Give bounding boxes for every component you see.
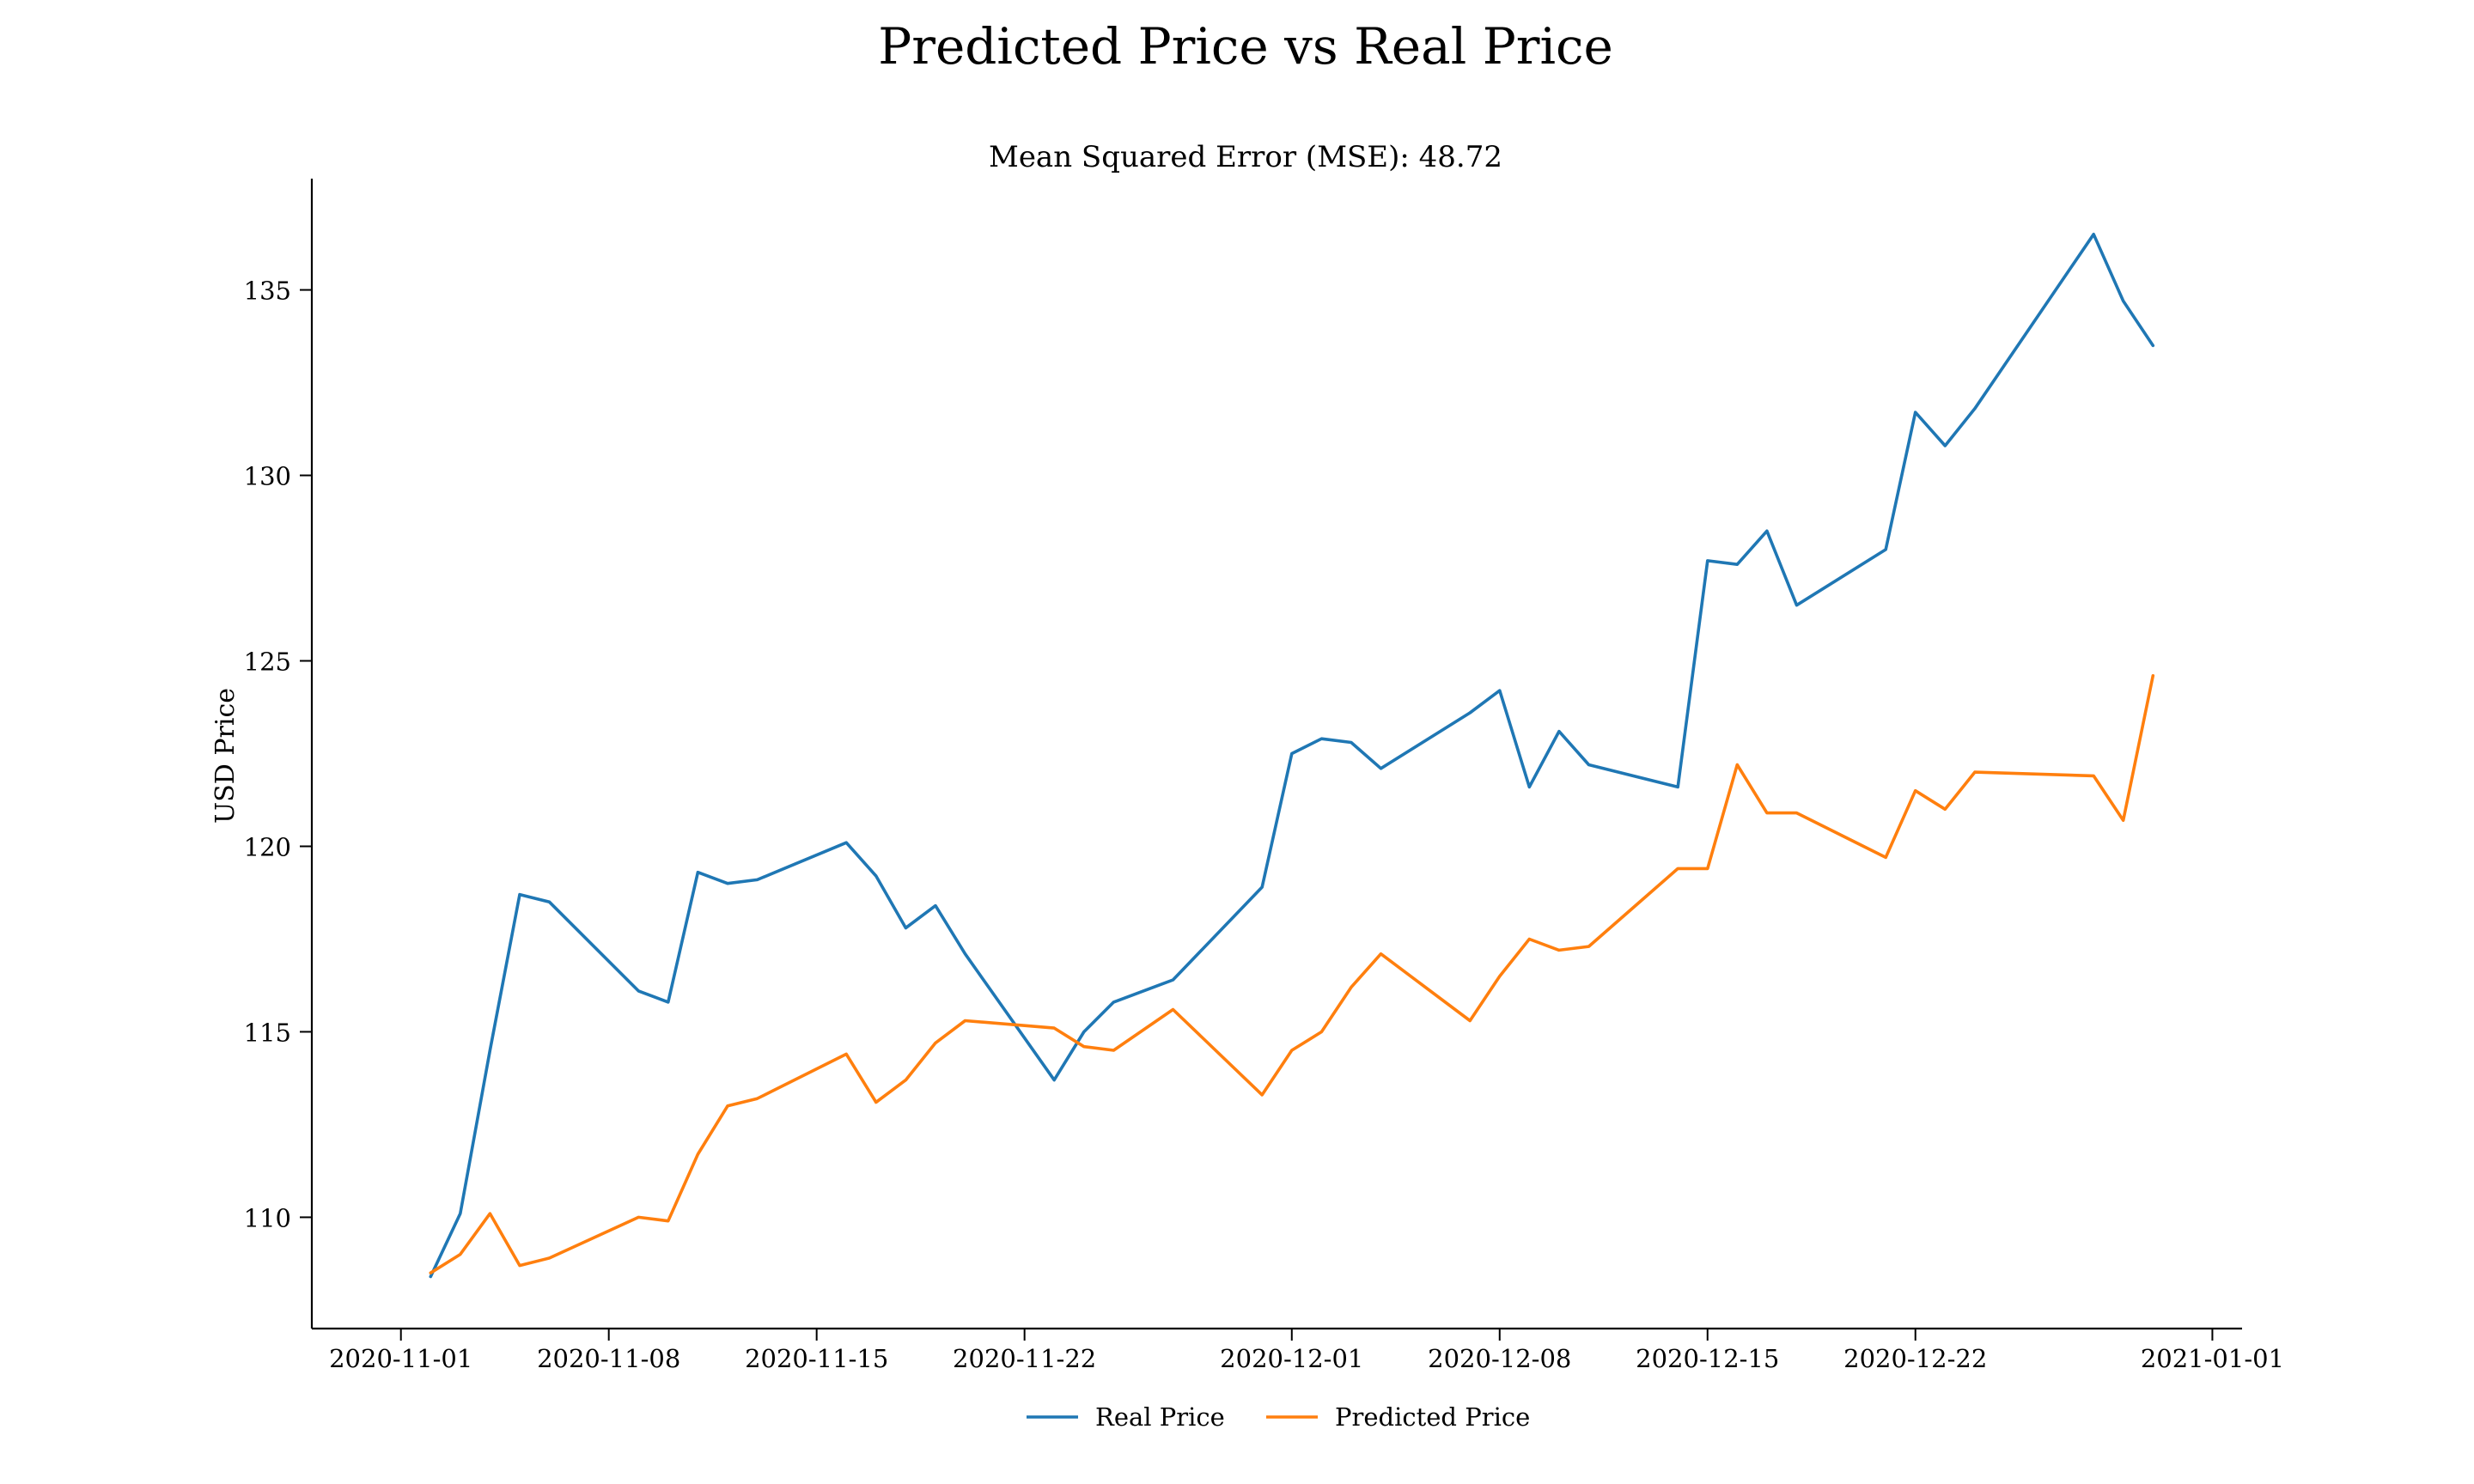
x-tick-label: 2020-11-15 <box>745 1344 888 1373</box>
series-line-real-price <box>429 232 2155 1279</box>
y-tick-label: 115 <box>244 1018 291 1047</box>
y-tick-label: 135 <box>244 277 291 306</box>
x-tick-label: 2020-11-22 <box>953 1344 1096 1373</box>
series-layer <box>429 232 2155 1279</box>
x-tick-label: 2020-12-22 <box>1843 1344 1987 1373</box>
x-tick-label: 2020-11-08 <box>537 1344 680 1373</box>
x-tick-label: 2020-12-08 <box>1428 1344 1571 1373</box>
x-axis-ticks: 2020-11-01 2020-11-08 2020-11-15 2020-11-22… <box>329 1329 2284 1373</box>
x-tick-label: 2020-12-01 <box>1220 1344 1363 1373</box>
legend-label-predicted-price: Predicted Price <box>1335 1402 1530 1432</box>
x-tick-label: 2021-01-01 <box>2141 1344 2284 1373</box>
chart-subtitle: Mean Squared Error (MSE): 48.72 <box>989 140 1502 174</box>
y-tick-label: 110 <box>244 1203 291 1232</box>
y-tick-label: 125 <box>244 648 291 677</box>
legend-label-real-price: Real Price <box>1095 1402 1225 1432</box>
x-tick-label: 2020-12-15 <box>1636 1344 1779 1373</box>
y-axis-ticks: 110 115 120 125 130 135 <box>244 277 312 1232</box>
chart-title: Predicted Price vs Real Price <box>878 17 1613 76</box>
y-tick-label: 120 <box>244 832 291 861</box>
y-tick-label: 130 <box>244 462 291 491</box>
y-axis-label: USD Price <box>210 688 241 824</box>
series-line-predicted-price <box>429 673 2155 1274</box>
x-tick-label: 2020-11-01 <box>329 1344 472 1373</box>
legend: Real Price Predicted Price <box>1027 1402 1530 1432</box>
